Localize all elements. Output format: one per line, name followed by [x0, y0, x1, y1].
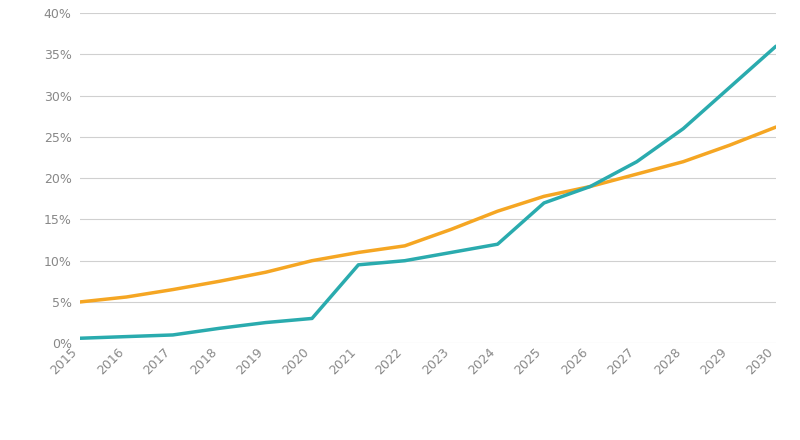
BEV share of auto sales [771, 44, 781, 49]
Line: Wind & Solar share of electricity generation: Wind & Solar share of electricity genera… [80, 127, 776, 302]
BEV share of auto sales [586, 184, 595, 189]
Wind & Solar share of electricity generation [678, 159, 688, 165]
BEV share of auto sales [261, 320, 270, 325]
BEV share of auto sales [122, 334, 131, 339]
Wind & Solar share of electricity generation [122, 294, 131, 300]
Wind & Solar share of electricity generation [307, 258, 317, 263]
BEV share of auto sales [168, 332, 178, 337]
Wind & Solar share of electricity generation [539, 194, 549, 199]
Wind & Solar share of electricity generation [354, 250, 363, 255]
Wind & Solar share of electricity generation [493, 209, 502, 214]
Wind & Solar share of electricity generation [75, 299, 85, 304]
Line: BEV share of auto sales: BEV share of auto sales [80, 46, 776, 338]
BEV share of auto sales [446, 250, 456, 255]
Wind & Solar share of electricity generation [725, 143, 734, 148]
BEV share of auto sales [493, 242, 502, 247]
BEV share of auto sales [400, 258, 410, 263]
Wind & Solar share of electricity generation [400, 243, 410, 249]
Wind & Solar share of electricity generation [214, 279, 224, 284]
BEV share of auto sales [307, 316, 317, 321]
BEV share of auto sales [725, 85, 734, 90]
Wind & Solar share of electricity generation [446, 227, 456, 232]
BEV share of auto sales [354, 262, 363, 268]
BEV share of auto sales [632, 159, 642, 165]
Wind & Solar share of electricity generation [632, 172, 642, 177]
Wind & Solar share of electricity generation [586, 184, 595, 189]
BEV share of auto sales [678, 126, 688, 131]
BEV share of auto sales [75, 336, 85, 341]
BEV share of auto sales [539, 200, 549, 205]
Wind & Solar share of electricity generation [771, 125, 781, 130]
Wind & Solar share of electricity generation [168, 287, 178, 292]
Wind & Solar share of electricity generation [261, 270, 270, 275]
BEV share of auto sales [214, 326, 224, 331]
